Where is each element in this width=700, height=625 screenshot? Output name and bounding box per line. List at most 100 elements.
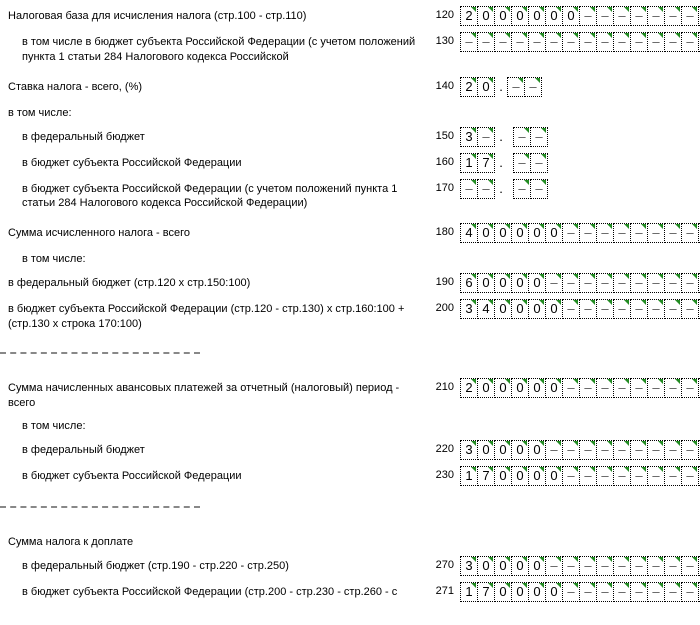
- decimal-dot: .: [495, 153, 507, 173]
- cell: 0: [511, 299, 529, 319]
- cell-marker-icon: [471, 7, 476, 12]
- cell-marker-icon: [522, 33, 527, 38]
- cell-marker-icon: [522, 274, 527, 279]
- cell-marker-icon: [539, 33, 544, 38]
- cell: –: [596, 273, 614, 293]
- cell: –: [596, 582, 614, 602]
- cell: –: [647, 6, 665, 26]
- cell: –: [664, 582, 682, 602]
- cell: –: [545, 273, 563, 293]
- cell-marker-icon: [471, 583, 476, 588]
- cell-marker-icon: [539, 557, 544, 562]
- row-label: в бюджет субъекта Российской Федерации: [22, 466, 428, 484]
- cell-group: 20.––: [460, 77, 542, 97]
- cell: –: [647, 440, 665, 460]
- cell: –: [511, 32, 529, 52]
- cell: –: [647, 299, 665, 319]
- cell-marker-icon: [539, 379, 544, 384]
- cell: 0: [494, 466, 512, 486]
- line-code: 270: [428, 556, 460, 571]
- cell-marker-icon: [675, 300, 680, 305]
- cell: –: [562, 582, 580, 602]
- form-row: в том числе в бюджет субъекта Российской…: [8, 32, 692, 65]
- cell-marker-icon: [658, 557, 663, 562]
- cell: –: [579, 582, 597, 602]
- cell: –: [681, 6, 699, 26]
- cell-marker-icon: [471, 128, 476, 133]
- cell-marker-icon: [641, 7, 646, 12]
- cell: –: [681, 466, 699, 486]
- form-row: в бюджет субъекта Российской Федерации (…: [8, 179, 692, 212]
- cell-marker-icon: [471, 441, 476, 446]
- cell: 7: [477, 153, 495, 173]
- cell-marker-icon: [590, 300, 595, 305]
- cell: 4: [460, 223, 478, 243]
- cell-marker-icon: [692, 33, 697, 38]
- form-row: Сумма исчисленного налога - всего1804000…: [8, 223, 692, 243]
- cell-marker-icon: [524, 180, 529, 185]
- cell: 0: [511, 273, 529, 293]
- cell-marker-icon: [539, 7, 544, 12]
- cell-marker-icon: [556, 379, 561, 384]
- cell-marker-icon: [556, 7, 561, 12]
- row-label: в бюджет субъекта Российской Федерации: [22, 153, 428, 171]
- cell: –: [613, 582, 631, 602]
- cell: –: [630, 556, 648, 576]
- cell-marker-icon: [658, 224, 663, 229]
- cell: –: [524, 77, 542, 97]
- form-row: в бюджет субъекта Российской Федерации (…: [8, 299, 692, 332]
- form-row: в том числе:: [8, 103, 692, 121]
- cell-marker-icon: [607, 467, 612, 472]
- cell: –: [460, 32, 478, 52]
- cell: 0: [511, 466, 529, 486]
- line-code: [428, 249, 460, 252]
- cell-marker-icon: [488, 154, 493, 159]
- cell-marker-icon: [488, 379, 493, 384]
- cell: –: [513, 179, 531, 199]
- cell: –: [562, 273, 580, 293]
- cell: –: [562, 466, 580, 486]
- cell-marker-icon: [505, 7, 510, 12]
- decimal-dot: .: [495, 77, 507, 97]
- line-code: 230: [428, 466, 460, 481]
- cell: –: [513, 127, 531, 147]
- cell: –: [613, 273, 631, 293]
- cell-marker-icon: [505, 441, 510, 446]
- cell-marker-icon: [590, 557, 595, 562]
- cell-marker-icon: [505, 379, 510, 384]
- form-row: Налоговая база для исчисления налога (ст…: [8, 6, 692, 26]
- cell: –: [613, 32, 631, 52]
- line-code: 160: [428, 153, 460, 168]
- cell: 7: [477, 582, 495, 602]
- line-code: 271: [428, 582, 460, 597]
- cell: –: [513, 153, 531, 173]
- cell-marker-icon: [524, 128, 529, 133]
- cell: 0: [477, 223, 495, 243]
- cell-marker-icon: [505, 274, 510, 279]
- cell: 0: [494, 582, 512, 602]
- cell: –: [613, 223, 631, 243]
- cell-marker-icon: [505, 33, 510, 38]
- cell-marker-icon: [522, 224, 527, 229]
- cell: 0: [494, 6, 512, 26]
- cell-marker-icon: [590, 379, 595, 384]
- cell: –: [545, 556, 563, 576]
- cell: 0: [528, 466, 546, 486]
- decimal-dot: .: [495, 179, 507, 199]
- cell-marker-icon: [641, 379, 646, 384]
- cell-marker-icon: [471, 33, 476, 38]
- cell: 0: [511, 440, 529, 460]
- row-label: в бюджет субъекта Российской Федерации (…: [22, 179, 428, 212]
- cell: –: [507, 77, 525, 97]
- cell-marker-icon: [692, 379, 697, 384]
- cell: –: [477, 32, 495, 52]
- line-code: 170: [428, 179, 460, 194]
- cell: 3: [460, 127, 478, 147]
- cell: –: [630, 32, 648, 52]
- form-row: в бюджет субъекта Российской Федерации (…: [8, 582, 692, 602]
- cell-marker-icon: [641, 583, 646, 588]
- line-code: [428, 103, 460, 106]
- cell: 1: [460, 582, 478, 602]
- cell-marker-icon: [624, 557, 629, 562]
- line-code: 200: [428, 299, 460, 314]
